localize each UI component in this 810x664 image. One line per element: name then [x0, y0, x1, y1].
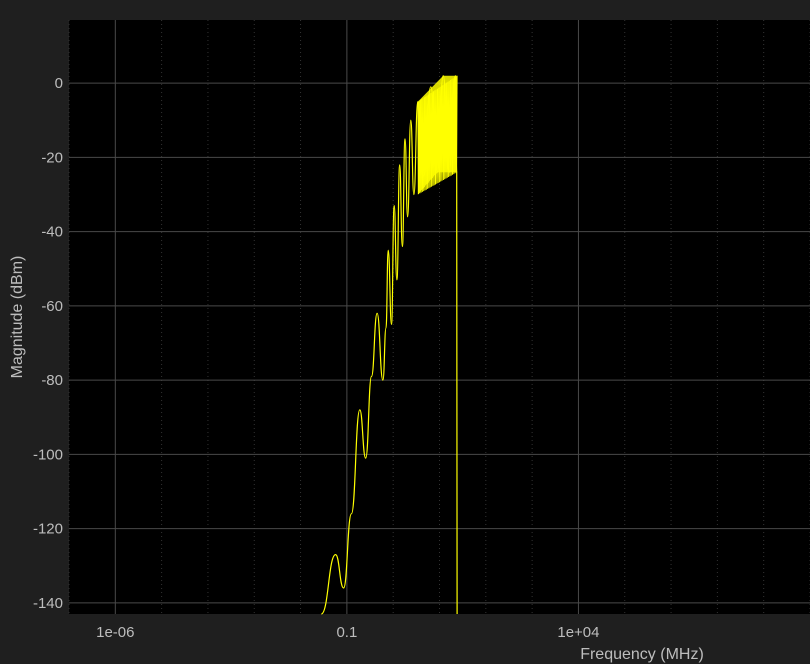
y-axis-label: Magnitude (dBm) — [9, 256, 26, 379]
y-tick-label: -100 — [33, 446, 63, 463]
x-axis-label: Frequency (MHz) — [580, 646, 704, 663]
y-tick-labels: 0 -20 -40 -60 -80 -100 -120 -140 — [33, 75, 63, 612]
x-tick-label: 1e-06 — [96, 624, 134, 641]
y-tick-label: -60 — [41, 298, 63, 315]
y-tick-label: -40 — [41, 224, 63, 241]
x-tick-label: 0.1 — [336, 624, 357, 641]
y-tick-label: -140 — [33, 595, 63, 612]
passband-fill — [417, 75, 458, 195]
x-tick-labels: 1e-06 0.1 1e+04 — [96, 624, 599, 641]
y-tick-label: 0 — [55, 75, 63, 92]
trace-layer — [320, 75, 458, 615]
y-tick-label: -120 — [33, 521, 63, 538]
x-tick-label: 1e+04 — [557, 624, 599, 641]
y-tick-label: -20 — [41, 149, 63, 166]
y-tick-label: -80 — [41, 372, 63, 389]
